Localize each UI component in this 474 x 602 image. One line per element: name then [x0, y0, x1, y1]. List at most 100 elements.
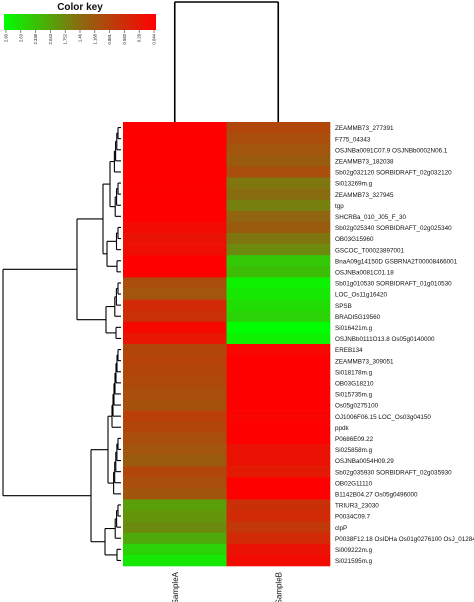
heatmap-cell — [123, 233, 227, 245]
heatmap-cell — [123, 366, 227, 378]
row-label: F775_04343 — [335, 136, 371, 143]
row-dendrogram — [2, 127, 121, 562]
heatmap-cell — [226, 255, 331, 267]
row-label: Sb02g035930 SORBIDRAFT_02g035930 — [335, 469, 452, 476]
heatmap-cell — [123, 255, 227, 267]
heatmap-cell — [123, 399, 227, 411]
heatmap-cell — [123, 388, 227, 400]
row-label: ZEAMMB73_277391 — [335, 125, 394, 132]
heatmap-cell — [123, 288, 227, 300]
heatmap-cell — [123, 133, 227, 145]
color-key-tick-label: 0.044 — [152, 33, 157, 44]
row-label: OSJNBa0091C07.9 OSJNBb0002N06.1 — [335, 147, 448, 154]
heatmap-cell — [226, 410, 331, 422]
color-key-tick-label: 2.93 — [4, 33, 9, 42]
heatmap-cell — [123, 166, 227, 178]
row-label: Sb02g025340 SORBIDRAFT_02g025340 — [335, 225, 452, 232]
heatmap-cell — [123, 144, 227, 156]
heatmap-cell — [226, 288, 331, 300]
heatmap-cell — [123, 199, 227, 212]
heatmap-cell — [226, 399, 331, 411]
heatmap-cell — [226, 510, 331, 522]
heatmap-cell — [226, 321, 331, 334]
color-key-tick-label: 0.881 — [107, 33, 112, 44]
row-label: BnaA09g14150D GSBRNA2T00008466001 — [335, 258, 458, 265]
heatmap-cell — [123, 122, 227, 134]
heatmap-cell — [226, 244, 331, 256]
row-label: OSJNBa0081C01.18 — [335, 269, 394, 276]
heatmap-cell — [226, 466, 331, 478]
row-label: clpP — [335, 525, 347, 532]
row-label: OB03G18210 — [335, 380, 374, 387]
heatmap-cell — [226, 432, 331, 445]
heatmap-cell — [123, 532, 227, 545]
heatmap-cell — [123, 355, 227, 367]
row-label: SPSB — [335, 303, 352, 310]
heatmap-cell — [226, 488, 331, 500]
row-label: Si015735m.g — [335, 392, 373, 399]
heatmap-cell — [226, 199, 331, 212]
row-label: Si016421m.g — [335, 325, 373, 332]
row-label: Sb02g032120 SORBIDRAFT_02g032120 — [335, 170, 452, 177]
heatmap-cell — [226, 133, 331, 145]
heatmap-cell — [123, 155, 227, 167]
heatmap-cell — [123, 332, 227, 345]
heatmap-cell — [226, 543, 331, 556]
color-key-bar — [4, 14, 156, 30]
heatmap-cell — [123, 177, 227, 189]
heatmap-cell — [123, 543, 227, 556]
color-key-tick-label: 1.46 — [78, 33, 83, 42]
row-label: Si013269m.g — [335, 181, 373, 188]
heatmap-cell — [123, 277, 227, 289]
column-dendrogram — [173, 1, 280, 122]
color-key-tick-label: 0.29 — [137, 33, 142, 42]
color-key-ticks: 2.93 2.63 2.338 2.043 1.752 1.46 1.168 0.881 0.5… — [4, 30, 157, 44]
heatmap-cell — [226, 188, 331, 200]
row-label: ZEAMMB73_182038 — [335, 158, 394, 165]
row-label: SHCRBa_010_J05_F_30 — [335, 214, 407, 221]
heatmap-cell — [123, 421, 227, 434]
row-label: Si009222m.g — [335, 547, 373, 554]
row-label: ZEAMMB73_327945 — [335, 192, 394, 199]
heatmap-cell — [226, 499, 331, 511]
row-label: ZEAMMB73_309051 — [335, 358, 394, 365]
color-key: Color key 2.93 2.63 2.338 2.043 1.752 1.46 1.1… — [4, 2, 157, 44]
row-label: EREB134 — [335, 347, 363, 354]
heatmap-cell — [123, 377, 227, 389]
column-label: SampleA — [171, 571, 180, 602]
row-label: P0038F12.18 OsIDHa Os01g0276100 OsJ_0128… — [335, 536, 474, 543]
row-label: OSJNBa0054H09.29 — [335, 458, 394, 465]
color-key-title: Color key — [57, 2, 103, 13]
heatmap-cell — [226, 144, 331, 156]
row-label: OB03G15960 — [335, 236, 374, 243]
heatmap-cell — [123, 410, 227, 422]
row-label: tgp — [335, 203, 344, 210]
heatmap-cell — [226, 443, 331, 456]
heatmap-cell — [226, 310, 331, 323]
color-key-tick-label: 2.63 — [18, 33, 23, 42]
row-label: B1142B04.27 Os05g0496000 — [335, 491, 418, 498]
heatmap-cell — [226, 221, 331, 234]
heatmap-cell — [226, 344, 331, 356]
heatmap-cell — [123, 455, 227, 467]
heatmap-cell — [226, 421, 331, 434]
heatmap-cells — [123, 122, 331, 567]
column-labels: SampleA SampleB — [171, 571, 284, 602]
heatmap-cell — [123, 432, 227, 445]
row-label: OB02G11110 — [335, 480, 373, 487]
heatmap-cell — [226, 554, 331, 567]
heatmap-cell — [226, 477, 331, 489]
color-key-tick-label: 2.338 — [33, 33, 38, 44]
color-key-tick-label: 0.583 — [122, 33, 127, 44]
row-label: BRADI5G19560 — [335, 314, 381, 321]
heatmap-cell — [226, 277, 331, 289]
row-label: P0686E09.22 — [335, 436, 374, 443]
heatmap-cell — [123, 466, 227, 478]
heatmap-cell — [226, 155, 331, 167]
row-label: Sb01g010530 SORBIDRAFT_01g010530 — [335, 281, 452, 288]
heatmap-cell — [123, 310, 227, 323]
heatmap-cell — [123, 344, 227, 356]
heatmap-cell — [226, 355, 331, 367]
row-label: Si018178m.g — [335, 369, 373, 376]
